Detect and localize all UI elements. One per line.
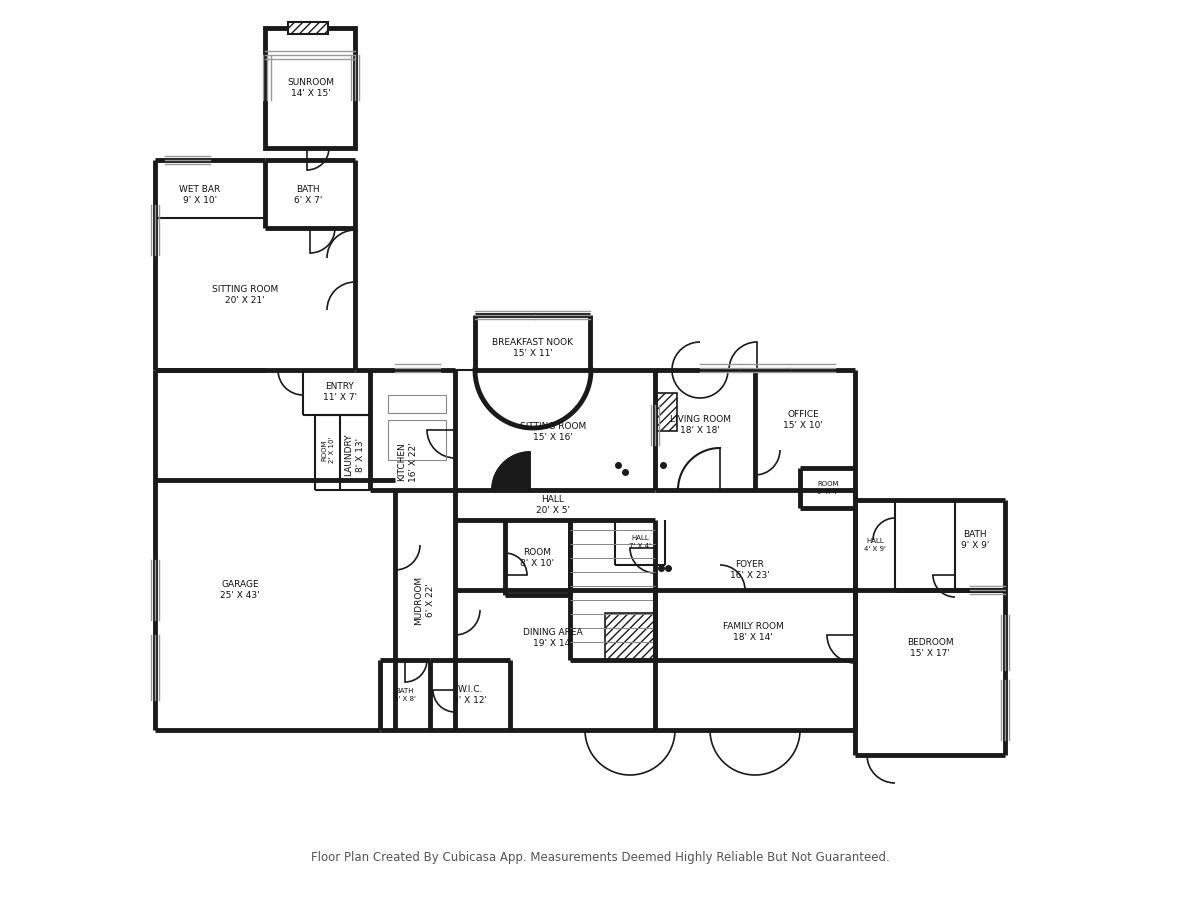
Text: ROOM
2' X 10': ROOM 2' X 10' (322, 436, 335, 464)
Text: SITTING ROOM
15' X 16': SITTING ROOM 15' X 16' (520, 421, 586, 443)
Text: HALL
20' X 5': HALL 20' X 5' (536, 495, 570, 516)
Text: ROOM
9' X 4': ROOM 9' X 4' (817, 481, 839, 495)
Text: GARAGE
25' X 43': GARAGE 25' X 43' (220, 580, 260, 600)
Text: BATH
9' X 9': BATH 9' X 9' (961, 529, 989, 551)
Text: HALL
4' X 9': HALL 4' X 9' (864, 538, 886, 552)
Text: ENTRY
11' X 7': ENTRY 11' X 7' (323, 382, 358, 402)
Bar (605, 613, 655, 660)
Text: LIVING ROOM
18' X 18': LIVING ROOM 18' X 18' (670, 415, 731, 436)
Bar (388, 395, 446, 413)
Bar (265, 28, 355, 148)
Polygon shape (492, 452, 530, 490)
Text: DINING AREA
19' X 14': DINING AREA 19' X 14' (523, 627, 583, 648)
Text: WET BAR
9' X 10': WET BAR 9' X 10' (179, 184, 221, 205)
Text: Floor Plan Created By Cubicasa App. Measurements Deemed Highly Reliable But Not : Floor Plan Created By Cubicasa App. Meas… (311, 851, 889, 865)
Text: ROOM
8' X 10': ROOM 8' X 10' (520, 547, 554, 569)
Text: BATH
6' X 7': BATH 6' X 7' (294, 184, 322, 205)
Text: W.I.C.
9' X 12': W.I.C. 9' X 12' (454, 685, 487, 706)
Bar (288, 22, 328, 34)
Bar (388, 420, 446, 460)
Text: FAMILY ROOM
18' X 14': FAMILY ROOM 18' X 14' (722, 622, 784, 643)
Text: LAUNDRY
8' X 13': LAUNDRY 8' X 13' (344, 434, 365, 476)
Text: OFFICE
15' X 10': OFFICE 15' X 10' (784, 410, 823, 430)
Text: MUDROOM
6' X 22': MUDROOM 6' X 22' (415, 575, 436, 625)
Text: SITTING ROOM
20' X 21': SITTING ROOM 20' X 21' (212, 284, 278, 305)
Text: BATH
5' X 8': BATH 5' X 8' (394, 688, 416, 702)
Text: HALL
7' X 4': HALL 7' X 4' (629, 535, 650, 549)
Text: BREAKFAST NOOK
15' X 11': BREAKFAST NOOK 15' X 11' (492, 338, 574, 358)
Text: SUNROOM
14' X 15': SUNROOM 14' X 15' (288, 77, 335, 98)
Text: BEDROOM
15' X 17': BEDROOM 15' X 17' (907, 637, 953, 659)
Text: KITCHEN
16' X 22': KITCHEN 16' X 22' (397, 442, 419, 482)
Text: FOYER
16' X 23': FOYER 16' X 23' (730, 560, 770, 580)
Bar (655, 393, 677, 431)
